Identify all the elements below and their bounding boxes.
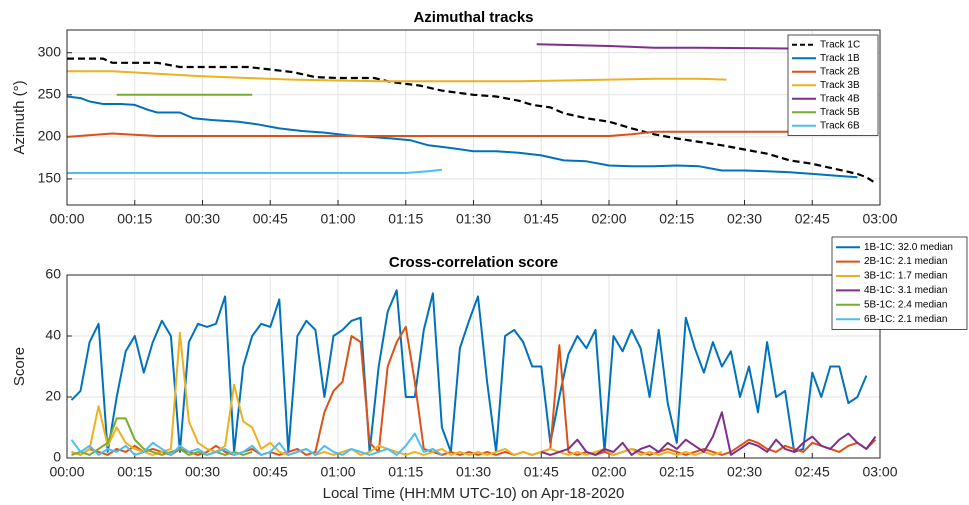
x-tick-label: 01:45 (524, 211, 559, 227)
x-tick-label: 01:45 (524, 464, 559, 480)
legend-label: 2B-1C: 2.1 median (864, 256, 947, 267)
x-tick-label: 03:00 (862, 464, 897, 480)
y-tick-label: 40 (45, 327, 61, 343)
x-tick-label: 01:30 (456, 211, 491, 227)
legend-label: Track 3B (820, 80, 860, 91)
legend-label: 6B-1C: 2.1 median (864, 314, 947, 325)
y-tick-label: 250 (38, 85, 62, 101)
x-tick-label: 00:30 (185, 464, 220, 480)
x-tick-label: 00:15 (117, 464, 152, 480)
series-line (67, 130, 871, 138)
x-tick-label: 00:15 (117, 211, 152, 227)
legend-label: Track 5B (820, 107, 860, 118)
legend-label: Track 1C (820, 39, 860, 50)
y-tick-label: 150 (38, 170, 62, 186)
y-tick-label: 60 (45, 266, 61, 282)
x-tick-label: 02:45 (795, 211, 830, 227)
legend-label: 4B-1C: 3.1 median (864, 285, 947, 296)
x-tick-label: 00:00 (49, 464, 84, 480)
legend-label: 1B-1C: 32.0 median (864, 242, 953, 253)
y-tick-label: 200 (38, 128, 62, 144)
axes-box (66, 29, 881, 206)
y-tick-label: 0 (53, 449, 61, 465)
x-tick-label: 02:45 (795, 464, 830, 480)
x-tick-label: 01:15 (388, 464, 423, 480)
x-tick-label: 00:45 (253, 211, 288, 227)
x-tick-label: 01:30 (456, 464, 491, 480)
series-line (71, 417, 253, 456)
series-line (67, 95, 858, 179)
legend-label: Track 2B (820, 66, 860, 77)
legend-label: 5B-1C: 2.4 median (864, 299, 947, 310)
x-tick-label: 02:30 (727, 211, 762, 227)
x-tick-label: 02:00 (591, 211, 626, 227)
legend-label: Track 6B (820, 120, 860, 131)
series-line (71, 331, 723, 456)
x-tick-label: 01:00 (320, 211, 355, 227)
x-axis-label: Local Time (HH:MM UTC-10) on Apr-18-2020 (323, 485, 625, 502)
x-tick-label: 00:00 (49, 211, 84, 227)
y-axis-label: Score (11, 347, 28, 386)
y-axis-label: Azimuth (°) (11, 80, 28, 154)
legend-label: Track 1B (820, 53, 860, 64)
x-tick-label: 02:00 (591, 464, 626, 480)
series-line (540, 411, 877, 456)
legend-box (831, 236, 968, 330)
x-tick-label: 00:45 (253, 464, 288, 480)
legend-label: 3B-1C: 1.7 median (864, 271, 947, 282)
chart-title: Cross-correlation score (389, 254, 558, 271)
series-line (67, 70, 727, 83)
legend-label: Track 4B (820, 93, 860, 104)
x-tick-label: 03:00 (862, 211, 897, 227)
series-line (536, 43, 790, 50)
series-line (70, 289, 868, 453)
y-tick-label: 20 (45, 388, 61, 404)
x-tick-label: 01:00 (320, 464, 355, 480)
x-tick-label: 02:15 (659, 464, 694, 480)
x-tick-label: 00:30 (185, 211, 220, 227)
x-tick-label: 01:15 (388, 211, 423, 227)
x-tick-label: 02:15 (659, 211, 694, 227)
x-tick-label: 02:30 (727, 464, 762, 480)
axes-box (66, 274, 881, 459)
series-line (70, 432, 443, 456)
y-tick-label: 300 (38, 43, 62, 59)
series-line (67, 168, 443, 174)
series-line (67, 57, 877, 185)
chart-title: Azimuthal tracks (413, 9, 533, 26)
